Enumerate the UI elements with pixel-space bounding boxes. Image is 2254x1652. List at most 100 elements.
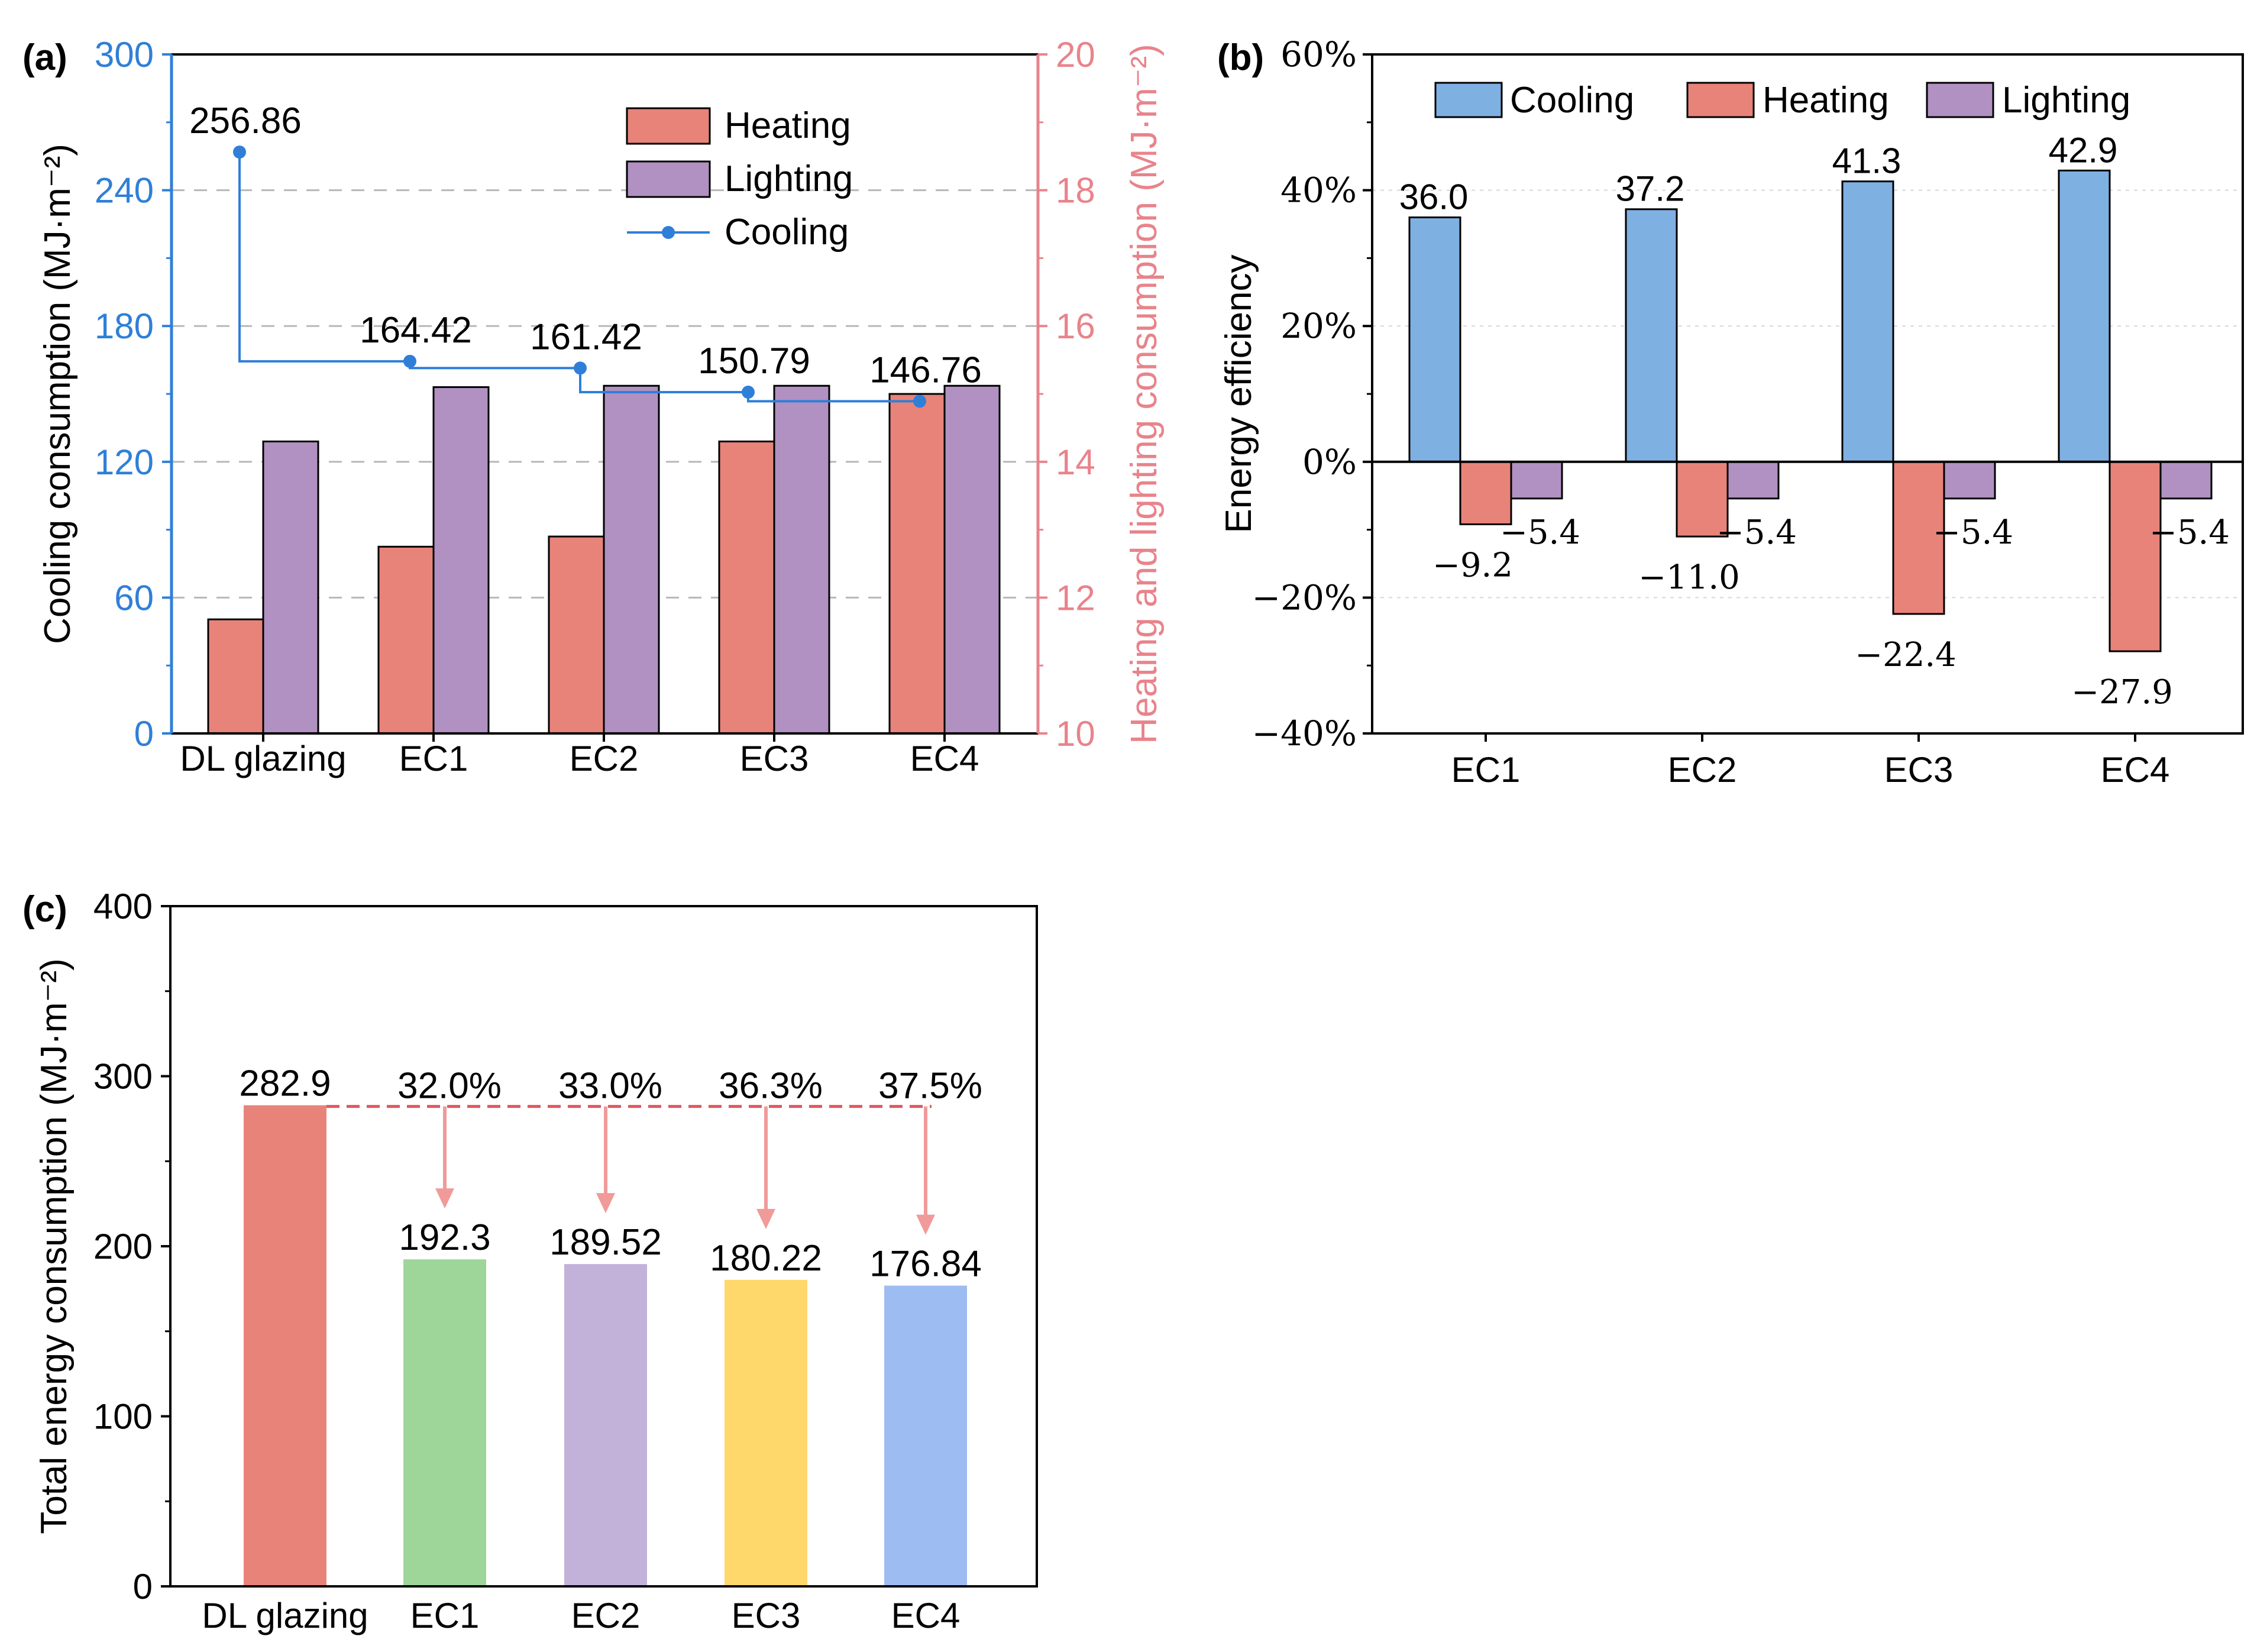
- bar-heating: [207, 618, 264, 735]
- bar-heating: [718, 440, 775, 735]
- panel-c: 282.9 192.3 189.52 180.22 176.84 0 100 200 300 4…: [22, 887, 1038, 1635]
- panel-b-ticks: −40% −20% 0% 20% 40% 60% EC1 EC2 EC3 EC4: [1251, 34, 2169, 790]
- y-tick-label: 60%: [1280, 34, 1357, 75]
- lighting-value-label: −5.4: [1716, 513, 1797, 552]
- reduction-percent-label: 32.0%: [397, 1066, 502, 1107]
- lighting-value-label: −5.4: [1500, 513, 1580, 552]
- bar-lighting: [943, 384, 1001, 735]
- y-right-tick-label: 16: [1056, 306, 1095, 346]
- cooling-value-label: 41.3: [1832, 141, 1901, 181]
- panel-a-label: (a): [22, 37, 67, 78]
- cooling-value-label: 161.42: [530, 316, 642, 357]
- y-tick-label: 40%: [1280, 170, 1357, 211]
- x-tick-label: EC3: [732, 1596, 801, 1635]
- legend-cooling-marker: [662, 226, 675, 239]
- x-tick-label: EC3: [1884, 750, 1954, 790]
- x-tick-label: EC4: [910, 739, 979, 778]
- panel-c-bars: 282.9 192.3 189.52 180.22 176.84: [239, 1063, 982, 1586]
- panel-a: 256.86 164.42 161.42 150.79 146.76 0 60 120 180…: [22, 35, 1165, 778]
- bar-heating: [888, 393, 946, 735]
- panel-b-label: (b): [1217, 37, 1264, 78]
- total-value-label: 180.22: [710, 1238, 822, 1279]
- legend-heating-label: Heating: [725, 105, 851, 146]
- bar-cooling: [2058, 169, 2111, 463]
- bar-lighting: [773, 384, 830, 735]
- panel-a-ticks: 0 60 120 180 240 300 10 12 14 16 18 20 DL glazing EC1…: [95, 35, 1095, 778]
- panel-a-y-axis-title: Cooling consumption (MJ·m⁻²): [37, 144, 78, 644]
- reduction-arrow-head: [916, 1214, 935, 1235]
- bar-lighting: [2159, 461, 2213, 500]
- bar-heating: [1676, 461, 1729, 538]
- y-right-tick-label: 12: [1056, 578, 1095, 618]
- reduction-arrow-head: [756, 1208, 775, 1229]
- bar-lighting: [1726, 461, 1780, 500]
- total-value-label: 282.9: [239, 1063, 331, 1104]
- bar-lighting: [262, 440, 319, 735]
- y-tick-label: 60: [114, 578, 154, 618]
- reduction-percent-label: 33.0%: [558, 1066, 662, 1107]
- total-value-label: 176.84: [869, 1244, 982, 1285]
- x-tick-label: EC1: [410, 1596, 480, 1635]
- panel-b-y-axis-title: Energy efficiency: [1218, 255, 1259, 534]
- total-value-label: 189.52: [549, 1222, 662, 1263]
- y-tick-label: 20%: [1280, 306, 1357, 346]
- cooling-point: [913, 395, 926, 408]
- legend-cooling-swatch: [1434, 82, 1503, 118]
- bar-lighting: [1510, 461, 1563, 500]
- cooling-value-label: 150.79: [698, 341, 810, 382]
- y-tick-label: 180: [95, 306, 154, 346]
- bar-heating: [377, 545, 435, 735]
- bar-total-energy: [725, 1279, 807, 1586]
- cooling-value-label: 146.76: [869, 350, 982, 390]
- x-tick-label: EC4: [2101, 750, 2170, 790]
- cooling-point: [233, 146, 246, 159]
- y-tick-label: 300: [93, 1057, 153, 1097]
- bar-total-energy: [564, 1264, 647, 1586]
- panel-b-legend: Cooling Heating Lighting: [1434, 80, 2130, 121]
- legend-cooling-label: Cooling: [725, 212, 849, 253]
- y-right-tick-label: 14: [1056, 442, 1095, 482]
- y-tick-label: 120: [95, 442, 154, 482]
- legend-heating-swatch: [1686, 82, 1755, 118]
- cooling-value-label: 256.86: [189, 101, 302, 141]
- y-tick-label: 200: [93, 1227, 153, 1266]
- heating-value-label: −9.2: [1432, 546, 1513, 584]
- legend-heating-label: Heating: [1763, 80, 1889, 121]
- reduction-percent-label: 37.5%: [878, 1066, 982, 1107]
- legend-lighting-swatch: [626, 160, 711, 198]
- y-tick-label: 0: [133, 1567, 153, 1606]
- panel-b-bars: 36.0−9.2−5.437.2−11.0−5.441.3−22.4−5.442…: [1399, 130, 2230, 712]
- panel-a-right-y-axis-title: Heating and lighting consumption (MJ·m⁻²…: [1124, 44, 1165, 744]
- y-tick-label: 100: [93, 1397, 153, 1437]
- bar-heating: [548, 535, 605, 735]
- reduction-arrow-head: [435, 1188, 454, 1209]
- x-tick-label: EC1: [1451, 750, 1521, 790]
- panel-c-ticks: 0 100 200 300 400 DL glazing EC1 EC2 EC3 EC4: [93, 887, 960, 1635]
- legend-lighting-swatch: [1926, 82, 1994, 118]
- y-tick-label: 300: [95, 35, 154, 75]
- reduction-arrow-head: [596, 1193, 615, 1214]
- reduction-percent-label: 36.3%: [719, 1066, 823, 1107]
- x-tick-label: EC3: [740, 739, 809, 778]
- x-tick-label: EC4: [891, 1596, 961, 1635]
- x-tick-label: DL glazing: [202, 1596, 368, 1635]
- panel-a-bars: [207, 384, 1001, 735]
- bar-total-energy: [244, 1105, 326, 1586]
- panel-c-y-axis-title: Total energy consumption (MJ·m⁻²): [34, 958, 75, 1534]
- cooling-point: [574, 361, 587, 375]
- cooling-value-label: 164.42: [360, 310, 472, 351]
- y-right-tick-label: 20: [1056, 35, 1095, 75]
- bar-total-energy: [884, 1285, 967, 1586]
- panel-c-reduction-arrows: 32.0% 33.0% 36.3% 37.5%: [326, 1066, 982, 1235]
- bar-heating: [1459, 461, 1512, 525]
- heating-value-label: −27.9: [2071, 673, 2173, 712]
- y-tick-label: 400: [93, 887, 153, 926]
- cooling-value-label: 36.0: [1399, 177, 1469, 217]
- bar-lighting: [1943, 461, 1996, 500]
- bar-heating: [2109, 461, 2162, 652]
- bar-cooling: [1841, 180, 1894, 463]
- lighting-value-label: −5.4: [1933, 513, 2013, 552]
- heating-value-label: −11.0: [1638, 558, 1740, 597]
- panel-a-legend: Heating Lighting Cooling: [626, 105, 853, 253]
